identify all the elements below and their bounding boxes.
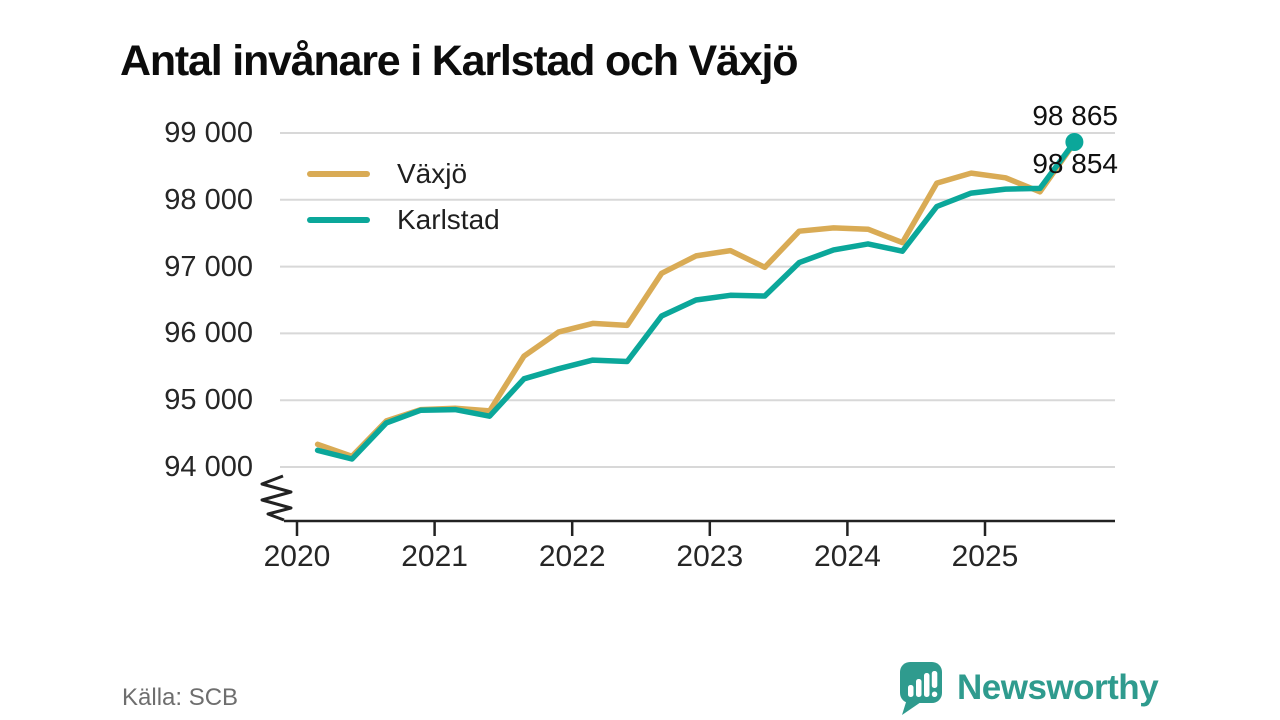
newsworthy-logo[interactable]: Newsworthy: [896, 660, 1159, 716]
x-axis-label: 2021: [401, 540, 468, 573]
y-axis-label: 98 000: [164, 183, 253, 216]
value-label-karlstad: 98 865: [1032, 100, 1118, 132]
legend-item-karlstad: Karlstad: [307, 197, 500, 243]
legend-swatch-karlstad: [307, 217, 370, 223]
x-axis-label: 2022: [538, 540, 606, 573]
legend-swatch-vaxjo: [307, 171, 370, 177]
legend-label-vaxjo: Växjö: [397, 158, 468, 189]
latest-value-dot: [1065, 133, 1084, 151]
newsworthy-wordmark: Newsworthy: [957, 668, 1159, 707]
legend: Växjö Karlstad: [307, 151, 500, 243]
y-axis-label: 96 000: [164, 317, 253, 350]
legend-label-karlstad: Karlstad: [397, 204, 500, 235]
axis-break-icon: [260, 474, 293, 522]
newsworthy-logo-icon: [900, 662, 942, 715]
legend-item-vaxjo: Växjö: [307, 151, 500, 197]
chart-title: Antal invånare i Karlstad och Växjö: [120, 36, 798, 85]
y-axis-label: 97 000: [164, 250, 253, 283]
y-axis-label: 99 000: [164, 117, 253, 149]
series-line-karlstad: [314, 139, 1078, 462]
value-label-vaxjo: 98 854: [1032, 147, 1118, 179]
y-axis-label: 95 000: [164, 384, 253, 417]
source-note: Källa: SCB: [122, 684, 239, 711]
y-axis-label: 94 000: [164, 451, 253, 483]
x-axis-label: 2025: [951, 540, 1019, 573]
x-axis-label: 2024: [814, 540, 881, 573]
x-axis-label: 2023: [676, 540, 744, 573]
x-axis-label: 2020: [263, 540, 331, 573]
